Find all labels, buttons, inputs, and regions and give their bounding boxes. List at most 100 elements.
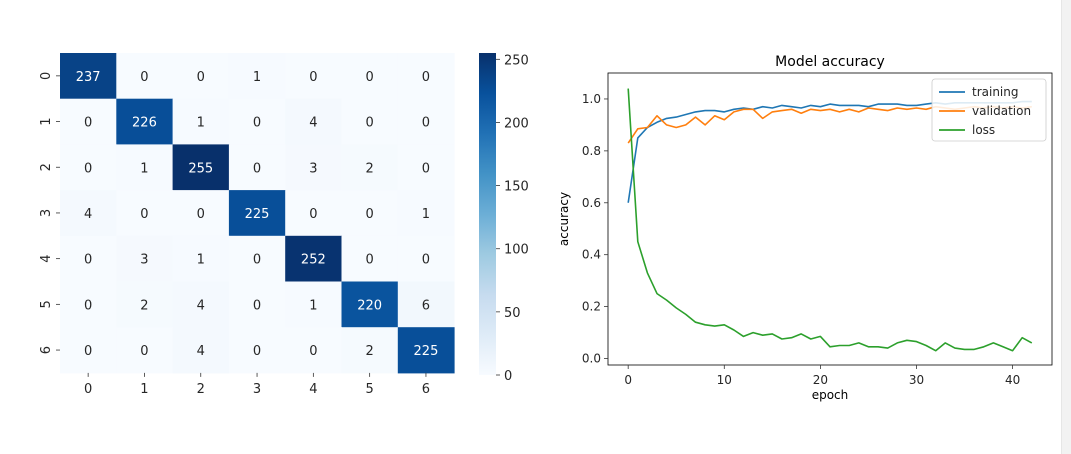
- heatmap-cell-label-4-1: 3: [140, 253, 148, 268]
- heatmap-cell-label-5-2: 4: [197, 298, 205, 313]
- heatmap-cell-0-3: [228, 53, 286, 100]
- heatmap-cell-label-4-0: 0: [84, 253, 92, 268]
- heatmap-cell-label-5-0: 0: [84, 298, 92, 313]
- heatmap-cell-label-6-1: 0: [140, 344, 148, 359]
- heatmap-cell-label-2-2: 255: [188, 161, 213, 176]
- heatmap-cell-4-0: [60, 235, 117, 282]
- heatmap-cell-label-3-3: 225: [245, 207, 270, 222]
- legend-entry-training: training: [972, 85, 1019, 99]
- heatmap-cell-1-2: [172, 98, 230, 145]
- heatmap-cell-6-0: [60, 327, 117, 374]
- legend-entry-loss: loss: [972, 123, 995, 137]
- heatmap-cell-label-5-4: 1: [309, 298, 317, 313]
- heatmap-cell-2-2: [172, 144, 230, 191]
- y-tick-label: 0.6: [582, 196, 601, 210]
- heatmap-cell-label-0-3: 1: [253, 70, 261, 85]
- colorbar-tick-label: 150: [504, 180, 529, 195]
- heatmap-cell-label-1-2: 1: [197, 116, 205, 131]
- x-tick-label: 10: [717, 373, 732, 387]
- y-axis-label: accuracy: [557, 192, 571, 246]
- heatmap-cell-label-1-4: 4: [309, 116, 317, 131]
- heatmap-cell-2-4: [285, 144, 342, 191]
- colorbar-tick-label: 200: [504, 116, 529, 131]
- heatmap-cell-label-1-5: 0: [366, 116, 374, 131]
- heatmap-cell-6-4: [285, 327, 342, 374]
- heatmap-cell-0-6: [397, 53, 455, 100]
- heatmap-cell-label-0-6: 0: [422, 70, 430, 85]
- heatmap-x-tick-label: 0: [84, 382, 92, 397]
- heatmap-x-tick-label: 5: [366, 382, 374, 397]
- heatmap-cell-2-3: [228, 144, 286, 191]
- heatmap-cell-2-0: [60, 144, 117, 191]
- x-axis-label: epoch: [812, 388, 849, 402]
- heatmap-cell-0-5: [341, 53, 399, 100]
- model-accuracy-line-chart: 0 10 20 30 40 0.0 0.2 0.4 0.6 0.8 1.0 Model accurac…: [557, 54, 1053, 402]
- heatmap-cell-label-4-3: 0: [253, 253, 261, 268]
- heatmap-cell-label-0-4: 0: [309, 70, 317, 85]
- heatmap-cell-label-4-2: 1: [197, 253, 205, 268]
- heatmap-cell-label-4-4: 252: [301, 253, 326, 268]
- colorbar-tick-label: 0: [504, 369, 512, 384]
- heatmap-cell-label-5-3: 0: [253, 298, 261, 313]
- heatmap-cell-1-6: [397, 98, 455, 145]
- heatmap-cell-6-5: [341, 327, 399, 374]
- heatmap-cell-5-3: [228, 281, 286, 328]
- heatmap-colorbar: 0 50 100 150 200 250: [479, 53, 529, 384]
- heatmap-cell-label-0-1: 0: [140, 70, 148, 85]
- heatmap-cell-label-0-0: 237: [76, 70, 101, 85]
- heatmap-cell-3-1: [116, 190, 174, 237]
- heatmap-cell-1-1: [116, 98, 174, 145]
- heatmap-x-tick-label: 4: [309, 382, 317, 397]
- heatmap-cell-label-1-6: 0: [422, 116, 430, 131]
- heatmap-cell-label-5-6: 6: [422, 298, 430, 313]
- heatmap-cell-label-2-1: 1: [140, 161, 148, 176]
- heatmap-cell-label-2-6: 0: [422, 161, 430, 176]
- heatmap-cell-6-2: [172, 327, 230, 374]
- heatmap-x-tick-label: 3: [253, 382, 261, 397]
- heatmap-cell-label-3-4: 0: [309, 207, 317, 222]
- series-line-loss: [627, 88, 1033, 352]
- heatmap-cell-1-0: [60, 98, 117, 145]
- y-tick-label: 1.0: [582, 92, 601, 106]
- heatmap-cell-4-4: [285, 235, 342, 282]
- heatmap-y-tick-label: 5: [39, 300, 54, 308]
- heatmap-cell-0-1: [116, 53, 174, 100]
- heatmap-cell-label-6-2: 4: [197, 344, 205, 359]
- colorbar-tick-label: 50: [504, 306, 521, 321]
- heatmap-cell-5-0: [60, 281, 117, 328]
- heatmap-cell-label-1-3: 0: [253, 116, 261, 131]
- heatmap-cell-label-3-5: 0: [366, 207, 374, 222]
- heatmap-cell-6-3: [228, 327, 286, 374]
- heatmap-cell-5-1: [116, 281, 174, 328]
- heatmap-cell-label-3-1: 0: [140, 207, 148, 222]
- heatmap-cell-5-5: [341, 281, 399, 328]
- heatmap-cell-4-3: [228, 235, 286, 282]
- heatmap-cell-1-5: [341, 98, 399, 145]
- heatmap-cell-0-4: [285, 53, 342, 100]
- heatmap-cell-label-6-5: 2: [366, 344, 374, 359]
- colorbar-gradient: [479, 53, 496, 375]
- heatmap-cell-label-6-0: 0: [84, 344, 92, 359]
- legend-box: [931, 78, 1047, 142]
- heatmap-cell-0-2: [172, 53, 230, 100]
- heatmap-cell-label-3-6: 1: [422, 207, 430, 222]
- heatmap-cell-5-2: [172, 281, 230, 328]
- heatmap-cell-label-5-1: 2: [140, 298, 148, 313]
- heatmap-cell-6-6: [397, 327, 455, 374]
- heatmap-cell-2-5: [341, 144, 399, 191]
- heatmap-cell-5-4: [285, 281, 342, 328]
- heatmap-cell-3-5: [341, 190, 399, 237]
- heatmap-x-tick-label: 2: [197, 382, 205, 397]
- x-tick-label: 0: [624, 373, 632, 387]
- heatmap-y-tick-label: 0: [39, 72, 54, 80]
- heatmap-cell-label-2-4: 3: [309, 161, 317, 176]
- heatmap-cell-label-3-0: 4: [84, 207, 92, 222]
- heatmap-cell-1-3: [228, 98, 286, 145]
- y-tick-label: 0.8: [582, 144, 601, 158]
- colorbar-tick-label: 250: [504, 53, 529, 68]
- heatmap-y-tick-label: 4: [39, 255, 54, 263]
- heatmap-y-tick-label: 1: [39, 117, 54, 125]
- right-edge-strip: [1061, 0, 1071, 454]
- heatmap-cell-2-6: [397, 144, 455, 191]
